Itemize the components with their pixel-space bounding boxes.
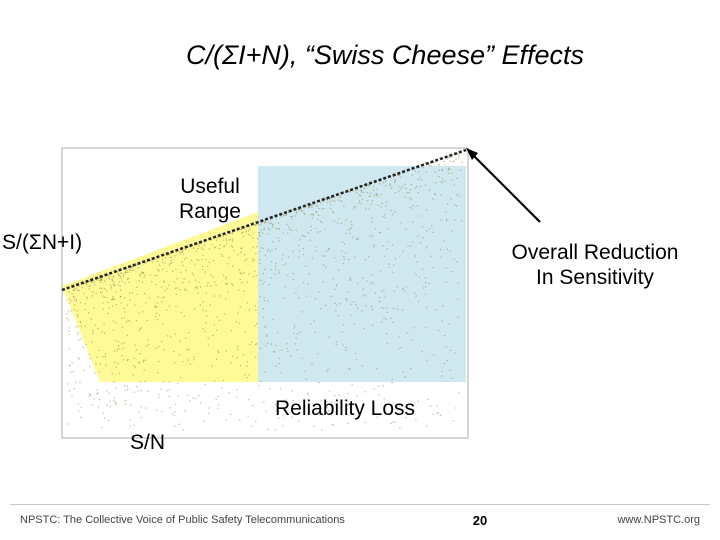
arrow-head <box>466 148 478 160</box>
sn-label: S/N <box>130 431 166 454</box>
footer-url: www.NPSTC.org <box>617 514 700 526</box>
plot-frame <box>61 147 469 439</box>
overall-reduction-arrow <box>469 151 541 223</box>
sn-axis-label: S/(ΣN+I) <box>2 231 83 254</box>
useful-range-label: Useful Range <box>179 175 241 224</box>
footer-organization: NPSTC: The Collective Voice of Public Sa… <box>20 514 345 526</box>
reliability-loss-region <box>62 212 258 382</box>
page-number: 20 <box>472 513 488 528</box>
reliability-loss-label: Reliability Loss <box>274 397 416 420</box>
footer-divider <box>10 504 710 505</box>
useful-range-region <box>258 166 466 382</box>
sn-reference-line <box>61 148 467 292</box>
slide-title: C/(ΣI+N), “Swiss Cheese” Effects <box>185 40 585 70</box>
overall-reduction-label: Overall Reduction In Sensitivity <box>511 241 679 290</box>
